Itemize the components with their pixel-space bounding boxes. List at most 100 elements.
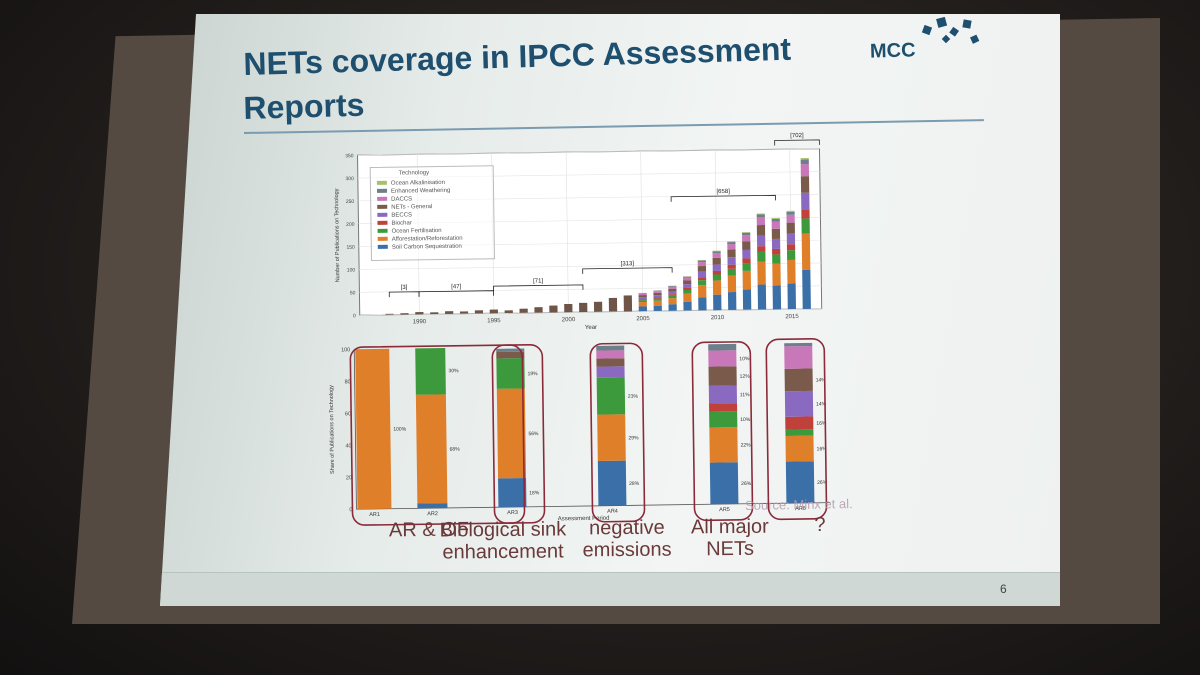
slide-number: 6 <box>1000 582 1007 596</box>
bottom-chart-x-tick: AR6 <box>795 506 806 512</box>
top-chart-bar-segment <box>638 295 647 298</box>
top-chart-bracket-label: [658] <box>716 189 730 195</box>
top-chart-bar-segment <box>638 293 647 294</box>
top-chart-period-bracket <box>774 139 820 146</box>
top-chart-bar-segment <box>742 231 751 233</box>
top-chart-period-bracket <box>670 194 776 202</box>
top-chart-x-tick: 1995 <box>487 318 501 324</box>
top-chart-bar-segment <box>638 301 647 307</box>
top-chart-bar-segment <box>772 263 781 286</box>
top-chart-bar-segment <box>653 291 662 293</box>
chart-legend: Technology Ocean Alkalinisation Enhanced… <box>369 165 495 261</box>
top-chart-bar-segment <box>683 289 692 294</box>
top-chart-bar-segment <box>653 298 662 301</box>
top-chart-bar-segment <box>787 283 796 310</box>
top-chart-bar-segment <box>802 269 811 309</box>
bottom-chart-bar-segment <box>496 351 525 359</box>
top-chart-bar-segment <box>756 214 765 218</box>
top-chart-bar <box>623 295 633 312</box>
top-chart-bar-segment <box>638 299 647 301</box>
top-chart-bar-segment <box>668 295 677 299</box>
legend-swatch <box>377 229 388 234</box>
bottom-chart-data-label: 16% <box>816 421 827 427</box>
bottom-chart-bar-segment <box>498 478 527 508</box>
legend-item: Soil Carbon Sequestration <box>377 244 462 251</box>
legend-swatch <box>377 237 388 242</box>
top-chart-bar-segment <box>801 192 810 210</box>
top-chart-bar <box>504 310 513 314</box>
top-chart-period-bracket <box>582 267 673 274</box>
top-chart-bar-segment <box>771 221 780 229</box>
top-chart-bar-segment <box>653 305 662 312</box>
top-chart-bar-segment <box>727 241 736 243</box>
top-chart-bar-segment <box>697 266 707 272</box>
top-chart-bar <box>400 313 409 315</box>
bottom-chart-bar-segment <box>355 348 392 510</box>
top-chart-bar <box>415 311 424 315</box>
top-chart-bar-segment <box>801 218 810 234</box>
top-chart-bar-segment <box>742 258 751 264</box>
top-chart-bar-segment <box>653 300 662 306</box>
top-chart-bar <box>564 303 573 313</box>
bottom-chart-data-label: 28% <box>629 481 640 487</box>
top-chart-x-tick: 2015 <box>785 314 799 320</box>
top-chart-bar-segment <box>668 298 677 305</box>
top-chart-bar-segment <box>742 270 752 290</box>
bottom-chart-bar-segment <box>784 368 813 392</box>
legend-item: Ocean Alkalinisation <box>376 180 445 187</box>
bottom-chart-bar-segment <box>496 358 525 389</box>
top-chart-bar <box>593 301 603 312</box>
bottom-chart-bar-segment <box>417 503 448 509</box>
top-chart-bar-segment <box>742 232 751 236</box>
top-chart-bar-segment <box>801 233 811 270</box>
top-chart-bar-segment <box>712 251 721 254</box>
top-chart-bar-segment <box>653 297 662 299</box>
bottom-chart-bar-segment <box>596 345 625 351</box>
bottom-chart-bar-segment <box>596 358 625 367</box>
top-chart-x-tick: 1990 <box>413 319 427 325</box>
top-chart-bar-segment <box>771 217 780 219</box>
bottom-chart-data-label: 12% <box>740 374 751 380</box>
top-chart-y-tick: 0 <box>353 313 356 319</box>
top-chart-bar-segment <box>786 211 795 215</box>
top-chart-bar-segment <box>653 290 662 292</box>
top-chart-bar-segment <box>801 209 810 219</box>
bottom-chart-y-tick: 40 <box>345 443 351 449</box>
legend-swatch <box>376 189 388 194</box>
top-chart-bar <box>474 310 484 314</box>
bottom-chart-bar-segment <box>784 390 814 417</box>
top-chart-bar-segment <box>653 292 662 296</box>
top-chart-bar-segment <box>713 294 722 311</box>
top-chart-bracket-label: [71] <box>533 278 543 284</box>
bottom-chart-bar-segment <box>785 461 815 504</box>
bottom-chart-x-tick: AR5 <box>719 507 730 513</box>
top-chart-bracket-label: [702] <box>790 133 804 139</box>
top-chart-bar-segment <box>638 293 647 296</box>
bottom-chart-data-label: 30% <box>449 368 460 374</box>
top-chart-bar-segment <box>727 275 737 293</box>
top-chart-bar-segment <box>638 297 647 300</box>
top-chart-bar-segment <box>683 301 692 311</box>
top-chart-gridline <box>357 148 820 156</box>
legend-item: DACCS <box>377 196 412 203</box>
legend-title: Technology <box>398 170 430 177</box>
bottom-chart-y-label: Share of Publications on Technology <box>329 385 336 474</box>
top-chart-bar-segment <box>727 242 736 245</box>
top-chart-x-gridline <box>640 151 644 312</box>
top-chart-bar-segment <box>742 241 751 250</box>
legend-label: Enhanced Weathering <box>390 187 451 195</box>
top-chart-bar-segment <box>800 164 810 177</box>
top-chart-bar-segment <box>683 284 692 288</box>
top-chart-y-tick: 100 <box>347 267 356 273</box>
legend-label: BECCS <box>391 212 413 219</box>
bottom-chart-bar-segment <box>708 350 737 367</box>
top-chart-bar-segment <box>683 287 692 291</box>
group-outline <box>349 344 526 526</box>
bottom-chart-bar-segment <box>709 403 738 412</box>
bottom-chart-data-label: 56% <box>528 431 539 437</box>
top-chart-bar-segment <box>712 270 721 275</box>
top-chart-bar-segment <box>786 214 795 223</box>
bottom-chart-bar-segment <box>784 342 813 347</box>
bottom-chart-bar-segment <box>415 394 448 504</box>
bottom-chart-data-label: 19% <box>528 371 539 377</box>
